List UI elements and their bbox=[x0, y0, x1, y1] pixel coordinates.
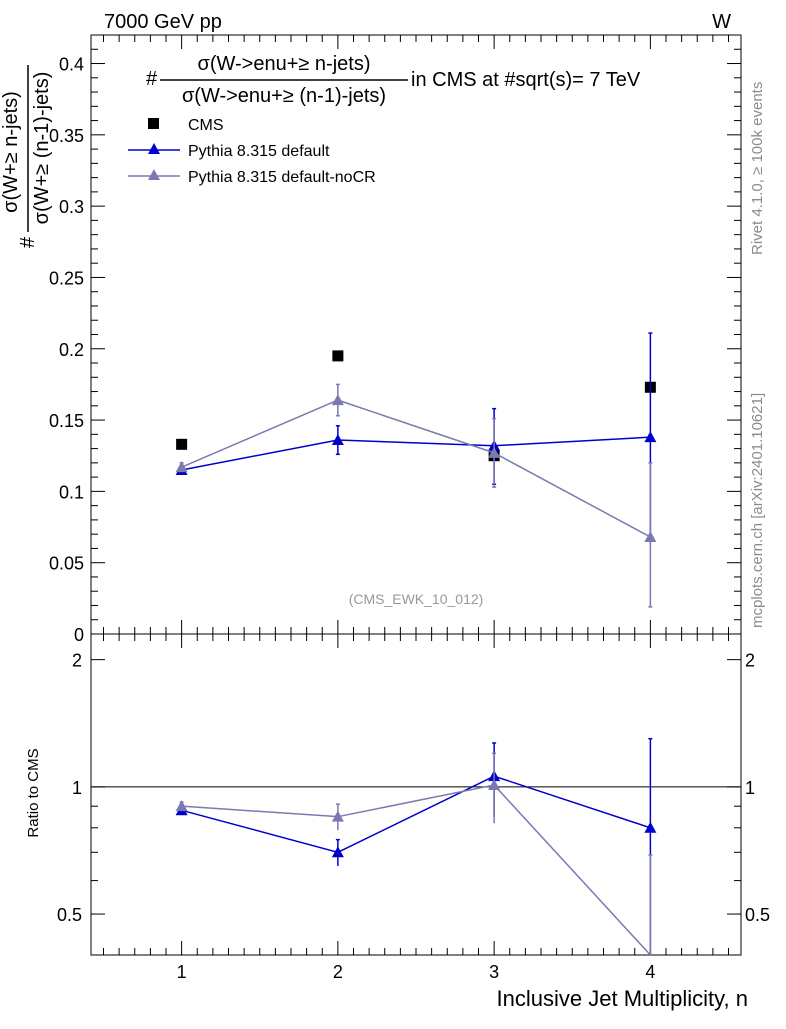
main-ylabel-prefix: # bbox=[17, 236, 39, 248]
nocr-series-line bbox=[181, 399, 651, 538]
ratio-y-tick-label-right: 1 bbox=[745, 778, 755, 798]
main-y-tick-label: 0.3 bbox=[59, 197, 84, 217]
mcplots-label: mcplots.cern.ch [arXiv:2401.10621] bbox=[749, 393, 766, 628]
nocr-ratio-point bbox=[488, 779, 501, 791]
nocr-ratio-point bbox=[331, 810, 344, 822]
header-left: 7000 GeV pp bbox=[104, 11, 222, 33]
x-tick-label: 1 bbox=[177, 962, 187, 982]
x-tick-label: 4 bbox=[645, 962, 655, 982]
legend-nocr-label: Pythia 8.315 default-noCR bbox=[188, 169, 376, 186]
main-ylabel-denominator: σ(W+≥ (n-1)-jets) bbox=[31, 72, 53, 225]
default-ratio-point bbox=[331, 846, 344, 858]
legend-nocr-marker bbox=[148, 169, 160, 180]
default-ratio-point bbox=[644, 821, 657, 833]
cms-data-point bbox=[332, 350, 344, 362]
title-numerator: σ(W->enu+≥ n-jets) bbox=[197, 53, 370, 75]
ratio-ylabel: Ratio to CMS bbox=[25, 748, 42, 837]
legend: CMS Pythia 8.315 default Pythia 8.315 de… bbox=[128, 117, 376, 186]
title-prefix: # bbox=[146, 68, 158, 90]
nocr-ratio-point bbox=[175, 800, 188, 812]
nocr-data-point bbox=[644, 531, 657, 543]
ratio-y-tick-label-right: 0.5 bbox=[745, 905, 770, 925]
main-title: # σ(W->enu+≥ n-jets) σ(W->enu+≥ (n-1)-je… bbox=[146, 53, 641, 107]
main-ylabel-numerator: σ(W+≥ n-jets) bbox=[0, 91, 22, 213]
legend-default-label: Pythia 8.315 default bbox=[188, 143, 330, 160]
ratio-panel: 1 2 3 4 0.5 0.5 1 1 2 2 bbox=[57, 633, 770, 982]
x-axis-label: Inclusive Jet Multiplicity, n bbox=[497, 986, 748, 1011]
ratio-y-tick-label: 2 bbox=[72, 651, 82, 671]
legend-cms-marker bbox=[148, 118, 159, 129]
x-tick-label: 2 bbox=[333, 962, 343, 982]
main-y-tick-label: 0.1 bbox=[59, 482, 84, 502]
main-y-tick-label: 0.2 bbox=[59, 340, 84, 360]
ratio-y-tick-label-right: 2 bbox=[745, 651, 755, 671]
main-y-tick-label: 0.05 bbox=[49, 554, 84, 574]
nocr-data-point bbox=[488, 446, 501, 458]
main-y-tick-label: 0.25 bbox=[49, 268, 84, 288]
ratio-y-tick-label: 1 bbox=[72, 778, 82, 798]
default-data-point bbox=[331, 434, 344, 446]
nocr-ratio-line bbox=[181, 784, 651, 956]
cms-data-point bbox=[176, 438, 188, 450]
nocr-data-point bbox=[331, 394, 344, 406]
ratio-frame bbox=[90, 633, 742, 956]
header-right: W bbox=[712, 11, 731, 33]
analysis-annotation: (CMS_EWK_10_012) bbox=[349, 591, 484, 607]
ratio-y-tick-label: 0.5 bbox=[57, 905, 82, 925]
main-y-tick-label: 0.15 bbox=[49, 411, 84, 431]
default-ratio-line bbox=[181, 775, 651, 854]
title-suffix: in CMS at #sqrt(s)= 7 TeV bbox=[411, 69, 641, 91]
default-series-line bbox=[181, 436, 651, 471]
main-y-tick-label: 0 bbox=[74, 625, 84, 645]
title-denominator: σ(W->enu+≥ (n-1)-jets) bbox=[182, 85, 386, 107]
nocr-data-point bbox=[175, 461, 188, 473]
legend-default-marker bbox=[148, 143, 160, 154]
main-y-tick-label: 0.4 bbox=[59, 55, 84, 75]
default-data-point bbox=[644, 431, 657, 443]
legend-cms-label: CMS bbox=[188, 117, 224, 134]
main-ylabel: # σ(W+≥ n-jets) σ(W+≥ (n-1)-jets) bbox=[0, 65, 53, 248]
x-tick-label: 3 bbox=[489, 962, 499, 982]
main-y-tick-label: 0.35 bbox=[49, 126, 84, 146]
rivet-label: Rivet 4.1.0, ≥ 100k events bbox=[749, 82, 766, 255]
